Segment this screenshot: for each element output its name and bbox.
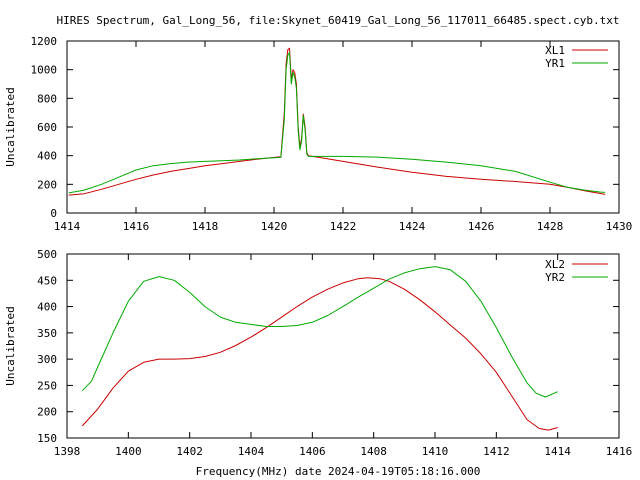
bottom-chart: 1398 1400 1402 1404 1406 1408 1410 1412 1414 1416… bbox=[4, 248, 632, 458]
x-tick-label: 1420 bbox=[261, 220, 288, 233]
x-tick-label: 1406 bbox=[299, 445, 326, 458]
y-tick-label: 150 bbox=[37, 432, 57, 445]
x-tick-label: 1416 bbox=[606, 445, 633, 458]
legend-label: YR2 bbox=[545, 271, 565, 284]
chart-title: HIRES Spectrum, Gal_Long_56, file:Skynet… bbox=[57, 14, 620, 27]
y-tick-label: 0 bbox=[50, 207, 57, 220]
legend-label: XL1 bbox=[545, 44, 565, 57]
x-tick-label: 1422 bbox=[330, 220, 357, 233]
series-line-yr1 bbox=[68, 52, 606, 194]
series-line-yr2 bbox=[81, 266, 558, 398]
y-tick-label: 450 bbox=[37, 274, 57, 287]
top-chart: 1414 1416 1418 1420 1422 1424 1426 1428 1430 0 200… bbox=[4, 35, 632, 233]
y-tick-label: 800 bbox=[37, 92, 57, 105]
x-tick-label: 1404 bbox=[238, 445, 265, 458]
y-tick-label: 350 bbox=[37, 327, 57, 340]
x-tick-label: 1410 bbox=[422, 445, 449, 458]
x-tick-label: 1414 bbox=[54, 220, 81, 233]
y-tick-label: 200 bbox=[37, 178, 57, 191]
y-tick-label: 600 bbox=[37, 121, 57, 134]
y-tick-label: 500 bbox=[37, 248, 57, 261]
legend-label: XL2 bbox=[545, 258, 565, 271]
y-tick-label: 1200 bbox=[31, 35, 58, 48]
x-tick-label: 1426 bbox=[468, 220, 495, 233]
y-tick-label: 400 bbox=[37, 301, 57, 314]
x-tick-label: 1430 bbox=[606, 220, 633, 233]
x-tick-label: 1412 bbox=[483, 445, 510, 458]
y-tick-label: 1000 bbox=[31, 64, 58, 77]
x-tick-label: 1400 bbox=[115, 445, 142, 458]
legend-label: YR1 bbox=[545, 57, 565, 70]
series-line-xl1 bbox=[68, 47, 606, 196]
y-tick-label: 200 bbox=[37, 406, 57, 419]
x-tick-label: 1414 bbox=[544, 445, 571, 458]
x-tick-label: 1402 bbox=[176, 445, 203, 458]
x-tick-label: 1424 bbox=[399, 220, 426, 233]
series-line-xl2 bbox=[81, 277, 558, 431]
y-axis-label: Uncalibrated bbox=[4, 306, 17, 385]
y-axis-label: Uncalibrated bbox=[4, 87, 17, 166]
x-tick-label: 1408 bbox=[360, 445, 387, 458]
y-tick-label: 400 bbox=[37, 150, 57, 163]
plot-frame bbox=[66, 253, 620, 439]
bottom-x-axis-label: Frequency(MHz) date 2024-04-19T05:18:16.… bbox=[196, 465, 481, 478]
y-tick-label: 300 bbox=[37, 353, 57, 366]
x-tick-label: 1428 bbox=[537, 220, 564, 233]
y-tick-label: 250 bbox=[37, 379, 57, 392]
x-tick-label: 1416 bbox=[123, 220, 150, 233]
x-tick-label: 1398 bbox=[54, 445, 81, 458]
x-tick-label: 1418 bbox=[192, 220, 219, 233]
